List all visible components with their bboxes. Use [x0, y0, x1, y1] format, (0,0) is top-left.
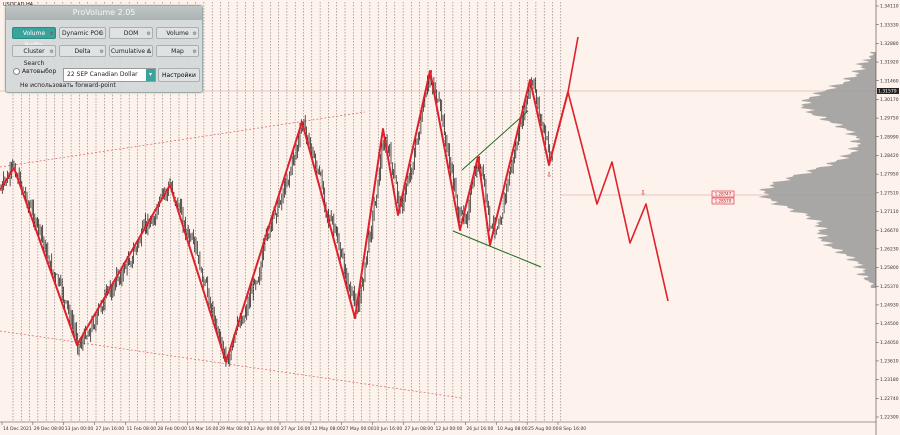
panel-title: ProVolume 2.05	[6, 6, 202, 20]
price-tick-label: 1.30170	[880, 97, 899, 103]
price-tick-label: 1.24050	[880, 340, 899, 346]
time-tick-label: 27 Apr 16:00	[281, 426, 310, 432]
price-level-label: 1.28570	[715, 199, 732, 204]
price-level-box	[711, 190, 735, 198]
red-zigzag-projection: ⇩⇩	[0, 36, 669, 363]
price-tick-label: 1.23180	[880, 377, 899, 383]
instrument-select[interactable]: 22 SEP Canadian Dollar ▾	[63, 68, 156, 82]
price-tick-label: 1.29750	[880, 116, 899, 122]
price-level-label: 1.28747	[715, 192, 732, 197]
time-tick-label: 28 Feb 00:00	[157, 426, 187, 432]
time-tick-label: 12 Jul 00:00	[435, 426, 462, 432]
gear-icon[interactable]: ⚙	[146, 31, 151, 37]
projection-down-line	[567, 91, 669, 302]
time-tick-label: 13 Apr 00:00	[250, 426, 279, 432]
time-tick-label: 10 Aug 08:00	[497, 426, 527, 432]
price-tick-label: 1.33330	[880, 22, 899, 28]
time-tick-label: 11 Feb 08:00	[127, 426, 157, 432]
gear-icon[interactable]: ⚙	[192, 49, 197, 55]
cumulative-delta-label: Cumulative Δ	[110, 48, 152, 55]
provolume-panel: ProVolume 2.05 Volume Profile⚙ Dynamic P…	[5, 5, 203, 93]
price-tick-label: 1.24930	[880, 303, 899, 309]
price-tick-label: 1.28420	[880, 153, 899, 159]
time-tick-label: 12 May 08:00	[312, 426, 343, 432]
time-tick-label: 27 May 00:00	[343, 426, 374, 432]
arrow-marker-icon: ⇩	[640, 189, 646, 197]
instrument-value: 22 SEP Canadian Dollar	[67, 71, 138, 78]
channel-upper-line	[461, 110, 529, 171]
map-label: Map	[171, 48, 184, 55]
time-tick-label: 25 Aug 00:00	[528, 426, 558, 432]
map-button[interactable]: Map ⚙	[156, 45, 199, 57]
price-tick-label: 1.32880	[880, 41, 899, 47]
volume-profile-button[interactable]: Volume Profile⚙	[12, 27, 56, 49]
chevron-down-icon[interactable]: ▾	[146, 69, 155, 81]
dynamic-poc-button[interactable]: Dynamic POC ⚙	[59, 27, 106, 39]
channel-lower-line	[452, 230, 542, 268]
time-tick-label: 29 Mar 08:00	[219, 426, 249, 432]
price-tick-label: 1.22740	[880, 396, 899, 402]
price-tick-label: 1.26230	[880, 246, 899, 252]
price-tick-label: 1.27510	[880, 190, 899, 196]
zigzag-line	[0, 70, 569, 363]
current-price-label: 1.31579	[878, 89, 897, 95]
gear-icon[interactable]: ⚙	[99, 31, 104, 37]
price-tick-label: 1.34110	[880, 4, 899, 10]
time-tick-label: 26 Jul 16:00	[466, 426, 493, 432]
gear-icon[interactable]: ⚙	[146, 49, 151, 55]
auto-select-radio[interactable]	[13, 68, 20, 75]
projection-up-line	[567, 36, 579, 93]
time-tick-label: 27 Jan 16:00	[96, 426, 125, 432]
cluster-search-button[interactable]: Cluster Search ⚙	[12, 45, 56, 67]
delta-button[interactable]: Delta ⚙	[59, 45, 106, 57]
time-tick-label: 14 Mar 16:00	[188, 426, 218, 432]
time-tick-label: 27 Jun 08:00	[405, 426, 434, 432]
time-tick-label: 10 Jun 16:00	[374, 426, 403, 432]
cumulative-delta-button[interactable]: Cumulative Δ ⚙	[109, 45, 153, 57]
gear-icon[interactable]: ⚙	[192, 31, 197, 37]
forward-point-label: Не использовать forward-point	[20, 82, 116, 89]
time-axis: 14 Dec 2021 29 Dec 08:00 13 Jan 00:00 27 Ja…	[0, 421, 876, 432]
gear-icon[interactable]: ⚙	[49, 31, 54, 37]
cluster-search-label: Cluster Search	[23, 48, 45, 67]
current-price-badge	[877, 88, 899, 94]
price-tick-label: 1.31460	[880, 78, 899, 84]
price-level-box	[711, 197, 735, 205]
price-tick-label: 1.27110	[880, 209, 899, 215]
price-tick-label: 1.23610	[880, 359, 899, 365]
volume-button[interactable]: Volume ⚙	[156, 27, 199, 39]
volume-profile-histogram	[758, 52, 876, 288]
volume-label: Volume	[166, 30, 189, 37]
price-tick-label: 1.31920	[880, 60, 899, 66]
gear-icon[interactable]: ⚙	[99, 49, 104, 55]
price-axis: 1.34110 1.33330 1.32880 1.31920 1.31460 1.301…	[875, 0, 899, 435]
time-tick-label: 13 Jan 00:00	[65, 426, 94, 432]
delta-label: Delta	[74, 48, 91, 55]
upper-trend-line	[0, 111, 366, 168]
gear-icon[interactable]: ⚙	[49, 49, 54, 55]
settings-button[interactable]: Настройки	[158, 68, 200, 82]
time-tick-label: 14 Dec 2021	[3, 426, 32, 432]
volume-profile: 1.28747 1.28570	[711, 52, 876, 288]
dom-button[interactable]: DOM ⚙	[109, 27, 153, 39]
dom-label: DOM	[123, 30, 139, 37]
price-tick-label: 1.22300	[880, 415, 899, 421]
price-tick-label: 1.24500	[880, 321, 899, 327]
green-channel-lines	[452, 110, 542, 268]
auto-select-label: Автовыбор	[22, 68, 57, 75]
time-tick-label: 8 Sep 16:00	[559, 426, 586, 432]
price-tick-label: 1.28990	[880, 134, 899, 140]
price-tick-label: 1.27950	[880, 172, 899, 178]
time-tick-label: 29 Dec 08:00	[34, 426, 64, 432]
price-tick-label: 1.25800	[880, 265, 899, 271]
price-tick-label: 1.26670	[880, 228, 899, 234]
dynamic-poc-label: Dynamic POC	[62, 30, 103, 37]
arrow-marker-icon: ⇩	[546, 171, 552, 179]
price-tick-label: 1.25370	[880, 284, 899, 290]
